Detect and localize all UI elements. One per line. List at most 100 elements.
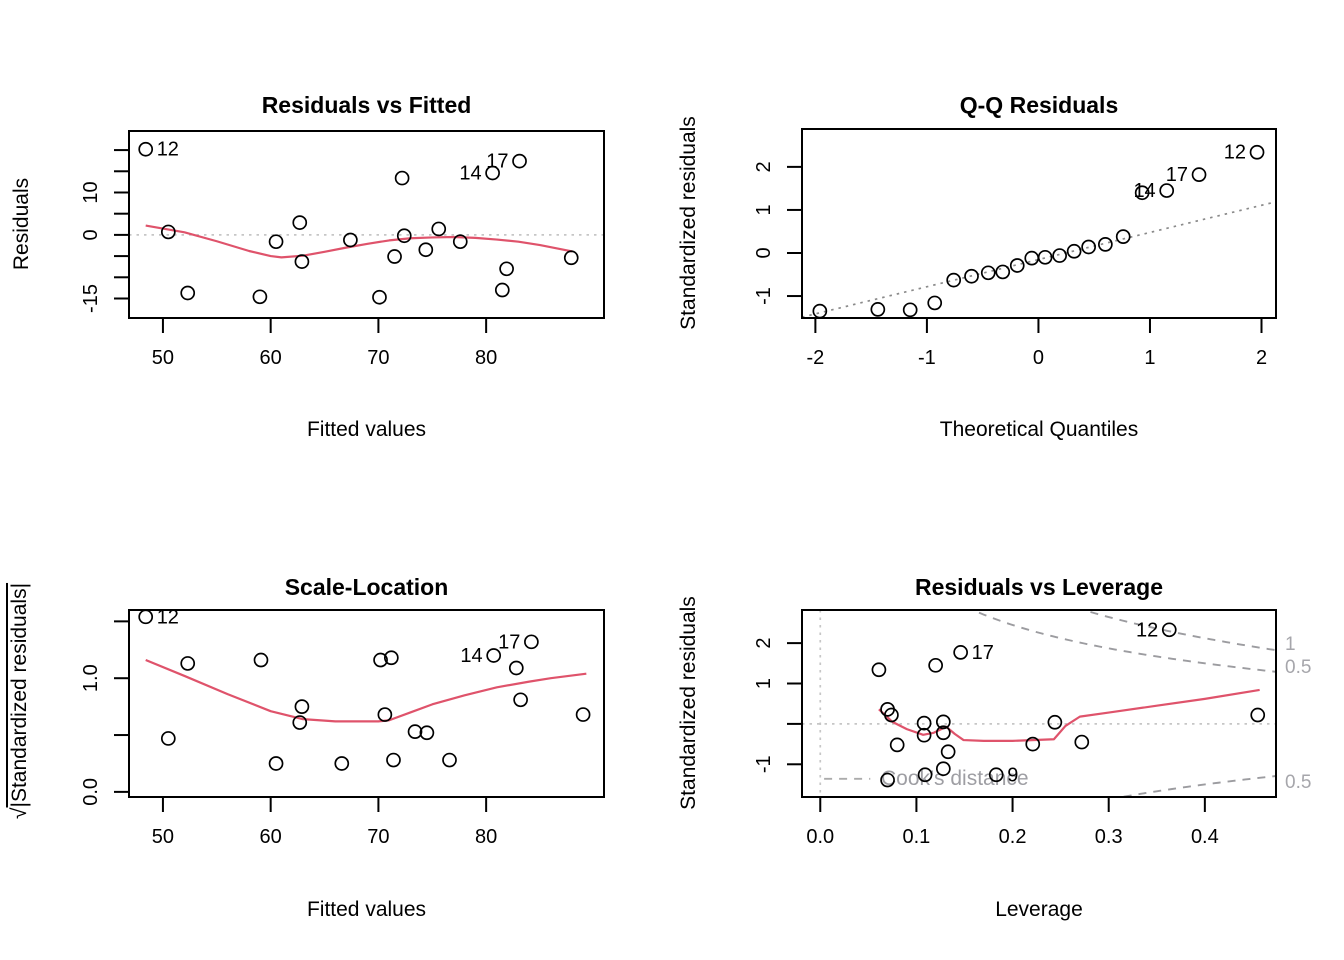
data-point [980, 265, 996, 281]
data-point [373, 652, 388, 668]
data-point [1025, 736, 1041, 752]
data-point [292, 715, 308, 730]
data-point [871, 662, 887, 678]
data-point [953, 645, 968, 660]
x-tick-label: 70 [367, 347, 389, 369]
data-point [138, 609, 154, 625]
data-point [1052, 248, 1067, 263]
data-point [575, 707, 591, 722]
data-point [386, 752, 401, 768]
y-tick-label: 0 [80, 229, 102, 240]
data-point [964, 268, 979, 284]
panel3-xaxis-label: Fitted values [306, 898, 427, 921]
data-point [935, 725, 951, 741]
data-point [916, 715, 932, 731]
data-point [494, 282, 510, 298]
x-tick-label: 0.3 [1095, 826, 1123, 848]
data-point [372, 289, 387, 305]
data-point [508, 660, 524, 676]
data-point [160, 731, 176, 746]
cooks-contour-label-05-upper: 0.5 [1285, 657, 1312, 678]
panel-scale-location: 12 14 17 50 60 70 80 0.0 1.0 [80, 606, 605, 848]
data-point [1161, 622, 1177, 638]
data-point [1024, 250, 1040, 266]
data-point [1115, 229, 1131, 244]
data-point [995, 264, 1011, 280]
data-point [1134, 185, 1150, 201]
data-point [377, 707, 393, 722]
data-point [902, 302, 918, 318]
data-point [1191, 167, 1207, 182]
cooks-distance-legend-label: Cook's distance [881, 767, 1029, 790]
x-tick-label: 60 [260, 347, 282, 369]
cooks-contour-upper-1 [1080, 610, 1276, 652]
panel4-title: Residuals vs Leverage [914, 574, 1164, 600]
data-point [513, 692, 528, 708]
point-label: 12 [1224, 142, 1246, 164]
x-tick-label: -2 [806, 347, 824, 369]
data-point [880, 772, 895, 788]
point-label: 14 [1133, 180, 1155, 202]
data-point [1159, 183, 1175, 198]
data-point [988, 767, 1004, 783]
data-point [1249, 144, 1265, 160]
x-tick-label: 0.0 [806, 826, 834, 848]
point-label: 17 [1166, 164, 1188, 186]
y-tick-label: -1 [753, 287, 775, 305]
x-tick-label: 80 [475, 347, 497, 369]
panel-border [128, 609, 605, 798]
y-tick-label: 0 [753, 247, 775, 258]
data-point [928, 657, 943, 673]
data-point [935, 761, 951, 777]
qq-reference-line [801, 200, 1277, 318]
data-point [870, 302, 886, 317]
data-point [1047, 714, 1063, 730]
data-point [917, 767, 933, 783]
data-point [935, 714, 951, 730]
cooks-contour-upper-0.5 [970, 610, 1276, 673]
panel1-xaxis-label: Fitted values [306, 418, 427, 441]
smooth-line [145, 224, 573, 259]
point-label: 17 [486, 151, 508, 173]
x-tick-label: 2 [1256, 347, 1267, 369]
point-label: 12 [157, 139, 179, 161]
data-point [1098, 237, 1113, 252]
x-tick-label: 80 [475, 826, 497, 848]
data-point [442, 752, 457, 768]
point-label: 17 [498, 631, 520, 653]
data-point [927, 295, 943, 311]
data-point [407, 724, 423, 739]
point-label: 12 [1136, 619, 1158, 641]
smooth-line [145, 659, 587, 723]
panel-border [801, 609, 1277, 798]
x-tick-label: 50 [152, 347, 174, 369]
data-point [268, 756, 284, 771]
data-point [452, 234, 468, 250]
data-point [1037, 249, 1053, 265]
panel1-title: Residuals vs Fitted [261, 92, 472, 118]
data-point [563, 250, 579, 266]
x-tick-label: 0.4 [1191, 826, 1219, 848]
point-label: 14 [460, 645, 482, 667]
panel2-xaxis-label: Theoretical Quantiles [939, 418, 1139, 441]
y-tick-label: 2 [753, 638, 775, 649]
data-point [180, 285, 196, 301]
y-tick-label: 2 [753, 161, 775, 172]
data-point [1009, 258, 1025, 273]
data-point [512, 153, 527, 169]
data-point [499, 261, 514, 277]
cooks-contour-lower-0.5 [1116, 775, 1276, 797]
data-point [334, 756, 350, 771]
panel3-title: Scale-Location [284, 574, 449, 600]
data-point [160, 224, 176, 240]
data-point [940, 744, 956, 760]
x-tick-label: -1 [918, 347, 936, 369]
data-point [343, 232, 358, 248]
point-label: 12 [157, 606, 179, 628]
panel-border [128, 130, 605, 319]
data-point [1081, 239, 1096, 255]
